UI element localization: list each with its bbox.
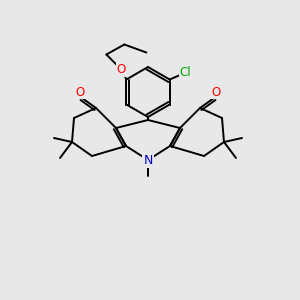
Text: O: O bbox=[117, 63, 126, 76]
Text: O: O bbox=[212, 85, 220, 98]
Text: Cl: Cl bbox=[180, 66, 191, 79]
Text: N: N bbox=[143, 154, 153, 166]
Text: O: O bbox=[75, 85, 85, 98]
